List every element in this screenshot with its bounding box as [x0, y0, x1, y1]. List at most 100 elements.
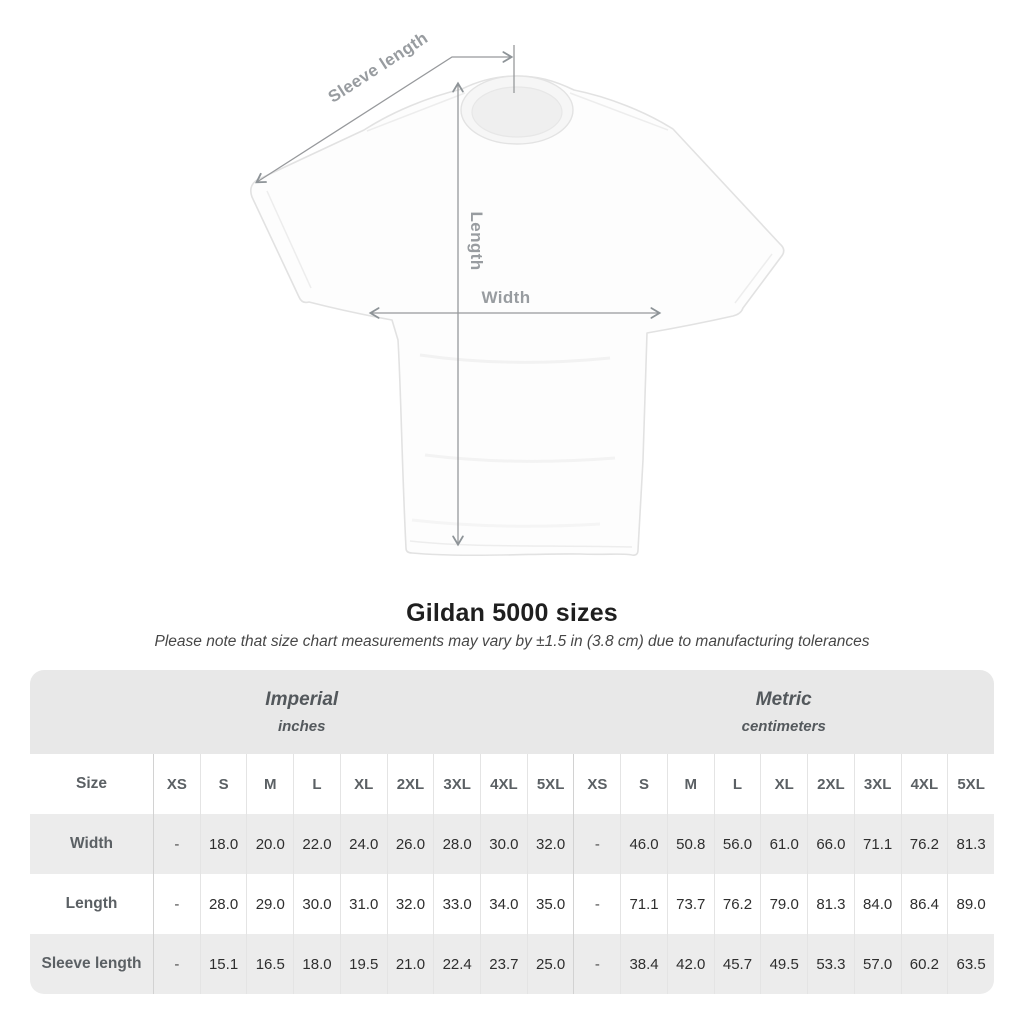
table-cell: 22.0 [293, 814, 340, 874]
table-cell: 22.4 [433, 934, 481, 994]
table-cell: 76.2 [713, 874, 761, 934]
table-cell: 63.5 [947, 934, 994, 994]
table-cell: 86.4 [900, 874, 948, 934]
table-cell: 66.0 [807, 814, 854, 874]
size-col-header: XS [153, 754, 200, 814]
size-col-header: S [620, 754, 667, 814]
size-header-row: Size XS S M L XL 2XL 3XL 4XL 5XL XS S M L XL 2XL 3XL 4XL… [30, 754, 994, 814]
table-cell: 23.7 [480, 934, 527, 994]
table-cell: - [153, 874, 200, 934]
wrinkle [419, 353, 611, 364]
table-cell: 46.0 [620, 814, 667, 874]
table-cell: 45.7 [713, 934, 761, 994]
table-row: Width -18.0 20.0 22.0 24.0 26.0 28.0 30.0 32.0-4… [30, 814, 994, 874]
table-cell: 73.7 [666, 874, 714, 934]
table-cell: 30.0 [293, 874, 340, 934]
imperial-label: Imperial [265, 689, 339, 710]
unit-group-row: Imperial inches Metric centimeters [30, 670, 994, 754]
table-cell: 76.2 [900, 814, 948, 874]
table-cell: 25.0 [526, 934, 574, 994]
table-cell: 57.0 [853, 934, 901, 994]
table-cell: 32.0 [526, 814, 574, 874]
size-col-header: 2XL [807, 754, 854, 814]
page-title: Gildan 5000 sizes [406, 599, 618, 627]
table-cell: 29.0 [246, 874, 294, 934]
size-table: Imperial inches Metric centimeters Size … [30, 670, 994, 994]
size-col-header: 5XL [947, 754, 994, 814]
size-col-header: S [199, 754, 247, 814]
right-shoulder-seam [569, 92, 669, 131]
table-cell: - [153, 934, 200, 994]
table-cell: 89.0 [947, 874, 994, 934]
table-cell: 33.0 [433, 874, 481, 934]
wrinkle [411, 518, 601, 528]
imperial-unit: inches [277, 718, 326, 735]
table-cell: 49.5 [760, 934, 808, 994]
metric-unit: centimeters [741, 718, 826, 735]
table-cell: 81.3 [807, 874, 854, 934]
table-cell: 71.1 [620, 874, 667, 934]
left-cuff-stitch [266, 190, 312, 289]
collar-opening [471, 86, 563, 138]
row-header: Sleeve length [30, 934, 153, 994]
tshirt-diagram: Sleeve length Length Width [250, 28, 785, 557]
table-cell: 50.8 [666, 814, 714, 874]
row-header: Width [30, 814, 153, 874]
wrinkle [424, 453, 616, 463]
table-cell: 18.0 [293, 934, 340, 994]
table-row: Sleeve length -15.1 16.5 18.0 19.5 21.0 22.4 23… [30, 934, 994, 994]
table-cell: 32.0 [386, 874, 434, 934]
table-cell: 28.0 [199, 874, 247, 934]
size-col-header: M [666, 754, 714, 814]
table-cell: 35.0 [526, 874, 574, 934]
size-col-header: 3XL [433, 754, 481, 814]
width-label: Width [481, 288, 530, 307]
table-row: Length -28.0 29.0 30.0 31.0 32.0 33.0 34.0 35.0-… [30, 874, 994, 934]
tshirt-illustration [250, 75, 785, 557]
size-col-header: 3XL [853, 754, 901, 814]
sleeve-length-arrow [255, 51, 514, 184]
size-col-header: M [246, 754, 294, 814]
table-cell: 84.0 [853, 874, 901, 934]
row-header: Length [30, 874, 153, 934]
table-cell: 16.5 [246, 934, 294, 994]
table-cell: 21.0 [386, 934, 434, 994]
metric-group-header: Metric centimeters [573, 670, 994, 754]
table-cell: 42.0 [666, 934, 714, 994]
size-column-header: Size [30, 754, 153, 814]
table-cell: 30.0 [480, 814, 527, 874]
table-cell: 26.0 [386, 814, 434, 874]
size-col-header: L [713, 754, 761, 814]
dimension-annotations [255, 45, 662, 547]
table-cell: 38.4 [620, 934, 667, 994]
table-cell: 60.2 [900, 934, 948, 994]
tshirt-body [250, 75, 785, 557]
table-cell: 20.0 [246, 814, 294, 874]
size-col-header: XL [760, 754, 808, 814]
table-cell: 56.0 [713, 814, 761, 874]
size-col-header: 4XL [480, 754, 527, 814]
size-col-header: L [293, 754, 340, 814]
metric-label: Metric [755, 689, 812, 710]
table-cell: 53.3 [807, 934, 854, 994]
table-cell: 24.0 [339, 814, 387, 874]
imperial-group-header: Imperial inches [30, 670, 574, 754]
table-cell: 15.1 [199, 934, 247, 994]
table-cell: 61.0 [760, 814, 808, 874]
hem-stitch [409, 540, 633, 548]
tshirt-diagram-svg: Sleeve length Length Width [250, 28, 785, 557]
tolerance-note: Please note that size chart measurements… [154, 633, 870, 650]
size-col-header: XS [573, 754, 621, 814]
length-label: Length [467, 211, 486, 270]
table-cell: 34.0 [480, 874, 527, 934]
right-cuff-stitch [734, 253, 773, 304]
table-cell: - [153, 814, 200, 874]
table-cell: 81.3 [947, 814, 994, 874]
sleeve-length-label: Sleeve length [325, 28, 432, 106]
table-cell: - [573, 934, 621, 994]
table-cell: 19.5 [339, 934, 387, 994]
table-cell: 79.0 [760, 874, 808, 934]
table-cell: - [573, 814, 621, 874]
table-cell: 71.1 [853, 814, 901, 874]
table-cell: 31.0 [339, 874, 387, 934]
